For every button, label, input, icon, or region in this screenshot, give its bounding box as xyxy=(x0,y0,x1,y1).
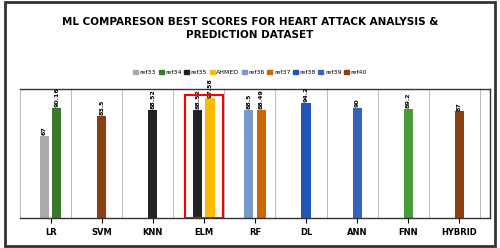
Text: 90: 90 xyxy=(354,98,360,107)
Legend: ref33, ref34, ref35, AHMED, ref36, ref37, ref38, ref39, ref40: ref33, ref34, ref35, AHMED, ref36, ref37… xyxy=(133,70,367,75)
Text: 88.52: 88.52 xyxy=(150,89,156,109)
Bar xyxy=(184,95,224,218)
Text: 88.49: 88.49 xyxy=(258,89,264,109)
Text: 87: 87 xyxy=(457,102,462,111)
Bar xyxy=(193,110,202,218)
Text: 94.2: 94.2 xyxy=(304,87,308,102)
Bar xyxy=(404,109,413,218)
Bar xyxy=(256,110,266,218)
Text: 88.52: 88.52 xyxy=(196,89,200,109)
Text: 67: 67 xyxy=(42,126,47,135)
Bar xyxy=(40,136,49,218)
Bar xyxy=(52,107,62,218)
Text: 88.5: 88.5 xyxy=(246,93,252,109)
Text: ML COMPARESON BEST SCORES FOR HEART ATTACK ANALYSIS &
PREDICTION DATASET: ML COMPARESON BEST SCORES FOR HEART ATTA… xyxy=(62,17,438,40)
Bar xyxy=(302,102,310,218)
Text: 89.2: 89.2 xyxy=(406,93,411,108)
Text: 97.58: 97.58 xyxy=(208,78,212,98)
Bar xyxy=(244,110,254,218)
Bar xyxy=(455,111,464,218)
Bar xyxy=(97,116,106,218)
Text: 83.5: 83.5 xyxy=(99,100,104,115)
Bar xyxy=(148,110,158,218)
Text: 90.16: 90.16 xyxy=(54,87,60,107)
Bar xyxy=(352,108,362,218)
Bar xyxy=(206,98,214,218)
